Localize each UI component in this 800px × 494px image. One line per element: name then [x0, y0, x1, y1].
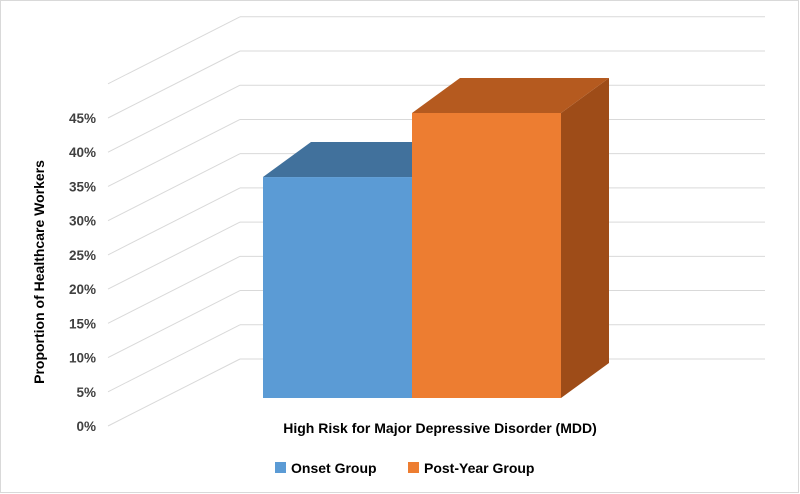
- legend-label: Post-Year Group: [424, 460, 534, 476]
- bar-side-face: [561, 78, 609, 398]
- x-axis-title: High Risk for Major Depressive Disorder …: [283, 420, 597, 436]
- gridline-diagonal: [107, 50, 241, 119]
- gridline-diagonal: [107, 221, 241, 290]
- y-tick-label: 10%: [69, 351, 96, 366]
- gridline-diagonal: [107, 290, 241, 359]
- legend-label: Onset Group: [291, 460, 377, 476]
- gridline-diagonal: [107, 255, 241, 324]
- y-axis-title: Proportion of Healthcare Workers: [31, 160, 47, 384]
- gridline-diagonal: [107, 84, 241, 153]
- y-axis-ticks: 0% 5% 10% 15% 20% 25% 30% 35% 40% 45%: [69, 111, 96, 434]
- gridline-diagonal: [107, 118, 241, 187]
- bar-front-face: [263, 177, 412, 398]
- y-tick-label: 30%: [69, 214, 96, 229]
- bar-onset-group: [263, 142, 460, 398]
- y-tick-label: 5%: [76, 385, 96, 400]
- legend-swatch: [408, 462, 419, 473]
- gridline-diagonal: [107, 358, 241, 427]
- gridline-diagonal: [107, 324, 241, 393]
- y-tick-label: 20%: [69, 282, 96, 297]
- y-tick-label: 0%: [76, 419, 96, 434]
- y-tick-label: 40%: [69, 145, 96, 160]
- bar-top-face: [263, 142, 460, 178]
- bar-front-face: [412, 113, 561, 398]
- y-tick-label: 15%: [69, 316, 96, 331]
- gridline-diagonal: [107, 16, 241, 85]
- bars: [263, 78, 609, 398]
- y-tick-label: 45%: [69, 111, 96, 126]
- bar-top-face: [412, 78, 609, 113]
- y-tick-label: 35%: [69, 179, 96, 194]
- bar-post-year-group: [412, 78, 609, 398]
- legend: Onset Group Post-Year Group: [275, 460, 534, 476]
- y-tick-label: 25%: [69, 248, 96, 263]
- gridline-diagonal: [107, 153, 241, 222]
- gridline-diagonal: [107, 187, 241, 256]
- legend-swatch: [275, 462, 286, 473]
